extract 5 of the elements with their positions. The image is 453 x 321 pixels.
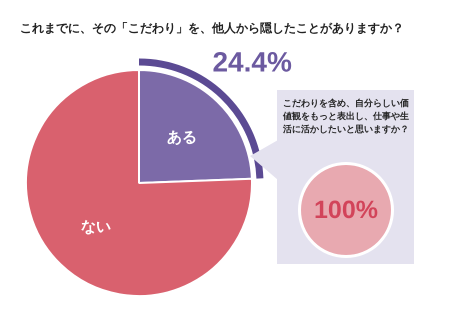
text: こだわりを含め、自分らしい価値観をもっと表出し、仕事や生活に活かしたいと思いますか？ <box>283 98 410 137</box>
chart-title: これまでに、その「こだわり」を、他人から隠したことがありますか？ <box>20 20 404 37</box>
slice-label: ある <box>167 128 198 146</box>
data-label: 24.4% <box>212 46 292 78</box>
slice-label: ない <box>80 218 111 236</box>
